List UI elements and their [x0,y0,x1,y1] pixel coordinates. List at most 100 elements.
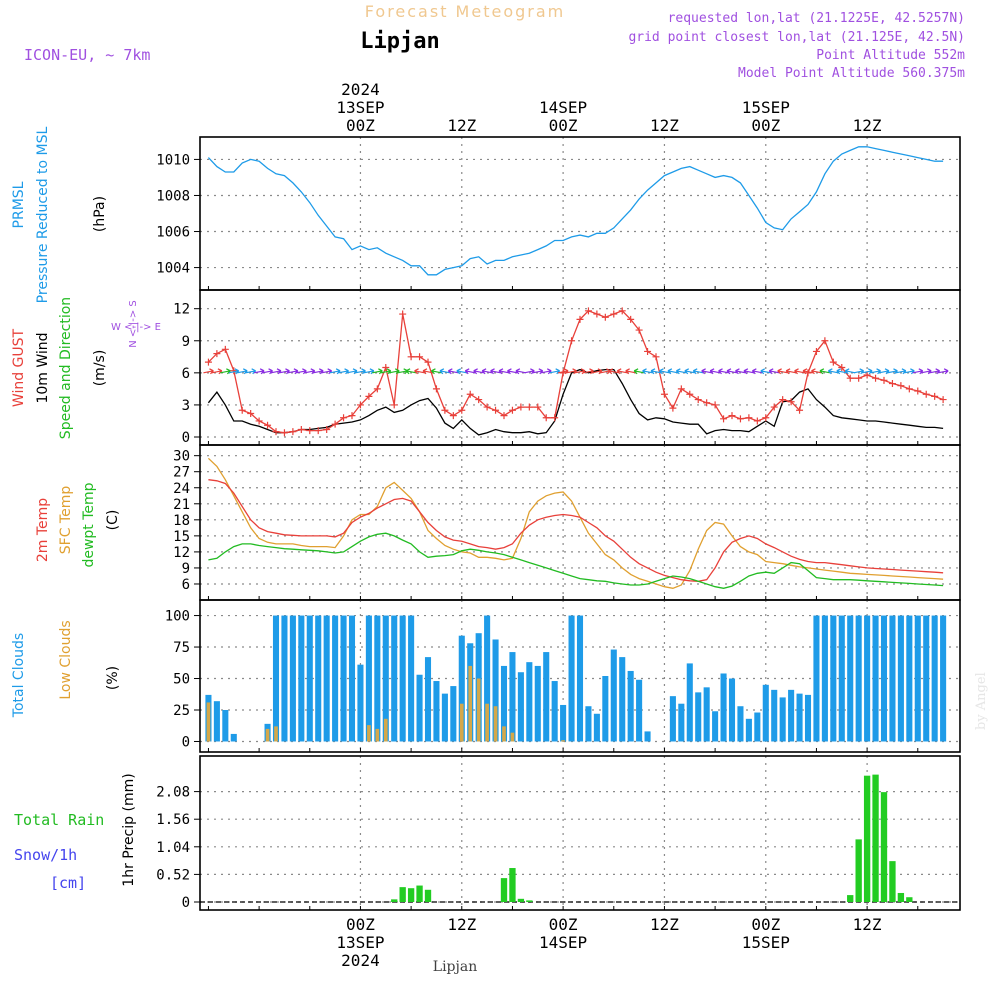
panel-wind: 0 3 6 9 12 [173,289,961,446]
sfc-temp-line [207,457,944,589]
time-label: 15SEP [742,933,790,952]
precip-ylabel: 1hr Precip (mm) [121,773,137,886]
gust-point [905,385,913,393]
total-cloud-bar [830,615,837,742]
gust-point [297,426,305,434]
gust-point [914,387,922,395]
total-cloud-bar [332,615,339,742]
credit-label: by Angel [974,672,989,730]
low-cloud-bar [510,732,515,742]
total-cloud-bar [315,615,322,742]
gust-point [660,390,668,398]
total-cloud-bar [408,615,415,742]
total-cloud-bar [568,615,575,742]
model-altitude: Model Point Altitude 560.375m [738,66,965,81]
wind-direction-arrow [507,368,518,375]
gust-point [568,337,576,345]
total-cloud-bar [627,670,634,742]
total-cloud-bar [619,657,626,742]
gust-point [939,396,947,404]
gust-point [796,406,804,414]
total-cloud-bar [940,615,947,742]
low-cloud-bar [493,706,498,742]
snow-label: Snow/1h [14,846,77,864]
wind-direction-arrow [633,368,645,375]
panel-frame [199,599,961,753]
wind-direction-arrow [616,368,628,375]
total-cloud-bar [323,615,330,742]
total-cloud-bar [526,662,533,742]
gust-point [492,406,500,414]
tsfc-label: SFC Temp [58,486,74,555]
y-tick-label: 1010 [156,152,190,168]
gust-point [652,353,660,361]
gust-point [289,428,297,436]
gust-point [542,414,550,422]
rain-bar [424,889,432,902]
wind-direction-arrow [498,368,510,375]
time-label: 00Z [346,116,375,135]
low-cloud-bar [383,718,388,742]
wind-direction-arrow [422,368,434,375]
y-tick-label: 18 [173,513,190,529]
total-cloud-bar [745,718,752,742]
gust-point [264,421,272,429]
total-cloud-bar [289,615,296,742]
low-cloud-bar [485,703,489,742]
pressure-desc-label: Pressure Reduced to MSL [35,126,51,303]
gust-point [635,326,643,334]
gust-point [880,376,888,384]
wind-direction-arrow [431,368,442,375]
gust-point [432,385,440,393]
gust-point [618,307,626,315]
gust-point [846,374,854,382]
gust-point [340,414,348,422]
total-cloud-bar [500,665,508,742]
wind-direction-arrow [718,368,729,375]
rain-bar [880,792,888,902]
gust-point [669,404,677,412]
gust-point [720,415,728,423]
pressure-line [207,146,944,276]
wind-direction-arrow [667,368,679,375]
wind-direction-arrow [811,368,822,375]
wind-direction-arrow [625,368,636,375]
clouds-unit: (%) [105,666,121,690]
total-cloud-bar [560,704,567,742]
total-cloud-bar [230,733,237,742]
dewpt-label: dewpt Temp [81,482,97,567]
total-cloud-bar [374,615,381,742]
compass-ns: N <-|-> S [128,300,139,348]
total-cloud-bar [847,615,854,742]
total-clouds-label: Total Clouds [11,633,27,718]
wind-unit: (m/s) [92,350,108,387]
time-label: 13SEP [336,933,384,952]
time-label: 14SEP [539,98,587,117]
gust-label: Wind GUST [11,328,27,407]
t2m-line [208,479,944,582]
gust-point [838,364,846,371]
gust-point [255,417,263,425]
gust-point [517,403,525,411]
gust-point [711,401,719,409]
low-cloud-bar [561,740,565,742]
wind-direction-arrow [692,368,704,375]
total-cloud-bar [416,674,423,742]
gust-point [872,374,880,382]
footer-location: Lipjan [433,959,477,975]
time-label: 15SEP [742,98,790,117]
wind-direction-arrow [464,368,476,375]
wind-direction-arrow [726,368,738,375]
y-tick-label: 25 [173,703,190,719]
meteogram-panels: 1004100610081010036912691215182124273002… [156,136,961,911]
wind-direction-arrow [743,368,755,375]
time-label: 12Z [853,915,882,934]
gust-point [441,406,449,414]
y-tick-label: 12 [173,302,190,318]
low-cloud-bar [265,728,270,742]
panel-side-labels: PRMSL Pressure Reduced to MSL (hPa) Wind GU… [11,126,161,892]
total-cloud-bar [703,687,710,742]
total-cloud-bar [543,652,550,742]
gust-point [829,358,837,366]
gust-point [593,310,601,318]
